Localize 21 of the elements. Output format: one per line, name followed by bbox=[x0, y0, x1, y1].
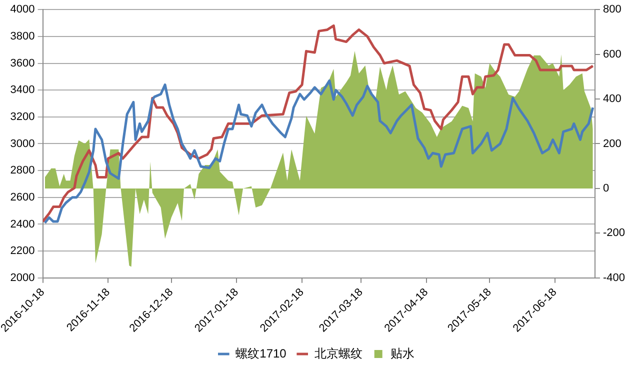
y2-tick-label: 600 bbox=[602, 48, 622, 60]
y2-tick-label: 0 bbox=[602, 182, 610, 194]
y-tick-label: 2000 bbox=[10, 272, 35, 284]
y-tick-label: 3000 bbox=[10, 138, 35, 150]
legend-label: 北京螺纹 bbox=[314, 346, 362, 360]
y2-tick-label: 400 bbox=[602, 93, 622, 106]
y2-tick-label: -400 bbox=[602, 272, 626, 284]
y-tick-label: 2200 bbox=[10, 245, 35, 258]
y2-tick-label: -200 bbox=[602, 227, 626, 240]
y-tick-label: 4000 bbox=[10, 4, 35, 16]
y-tick-label: 2600 bbox=[10, 191, 35, 204]
y2-tick-label: 800 bbox=[602, 4, 622, 16]
y-tick-label: 3800 bbox=[10, 30, 35, 42]
legend-label: 贴水 bbox=[390, 346, 414, 360]
y-tick-label: 2400 bbox=[10, 218, 35, 230]
y-tick-label: 3400 bbox=[10, 84, 35, 96]
legend-label: 螺纹1710 bbox=[236, 346, 287, 360]
y-tick-label: 2800 bbox=[10, 164, 35, 177]
y2-tick-label: 200 bbox=[602, 138, 622, 150]
y-tick-label: 3200 bbox=[10, 110, 35, 123]
y-tick-label: 3600 bbox=[10, 57, 35, 70]
